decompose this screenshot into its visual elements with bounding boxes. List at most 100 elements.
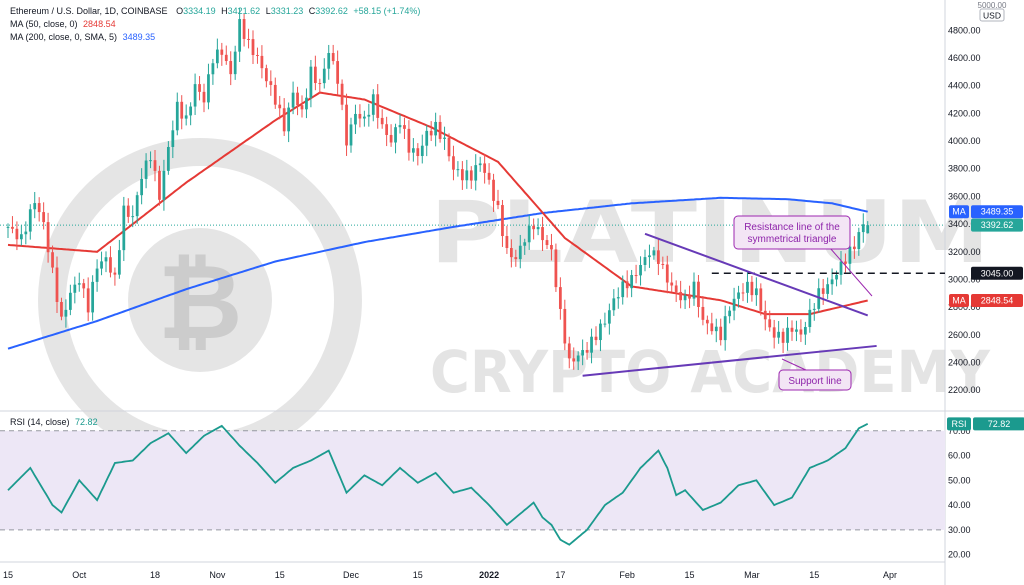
price-axis: 2200.00 2400.00 2600.00 2800.00 3000.00 3200.… bbox=[948, 25, 981, 395]
price-tick-label: 3800.00 bbox=[948, 164, 981, 174]
support-annotation-label: Support line bbox=[788, 376, 842, 387]
candle-body bbox=[331, 53, 335, 62]
candle-body bbox=[189, 106, 193, 116]
price-tick-label: 4200.00 bbox=[948, 108, 981, 118]
price-axis-top-label: 5000.00 bbox=[978, 1, 1007, 10]
candle-body bbox=[153, 160, 157, 171]
candle-body bbox=[844, 261, 847, 264]
candle-body bbox=[411, 148, 415, 153]
candle-body bbox=[719, 326, 723, 341]
watermark: ₿ PLATINUM CRYPTO ACADEMY bbox=[38, 138, 991, 462]
candle-body bbox=[15, 228, 19, 240]
candle-body bbox=[795, 329, 798, 332]
candle-body bbox=[224, 54, 228, 62]
time-tick-label: Feb bbox=[619, 570, 635, 580]
candle-body bbox=[741, 292, 745, 294]
candle-body bbox=[705, 319, 709, 324]
candle-body bbox=[64, 309, 68, 317]
candle-body bbox=[661, 263, 665, 265]
support-annotation[interactable]: Support line bbox=[778, 358, 852, 391]
candle-body bbox=[674, 285, 678, 292]
ohlc-high-key: H bbox=[221, 6, 228, 16]
candle-body bbox=[616, 297, 620, 299]
rsi-badge-value: 72.82 bbox=[988, 419, 1011, 429]
currency-button[interactable] bbox=[979, 8, 1005, 22]
candle-body bbox=[541, 227, 544, 241]
candle-body bbox=[670, 282, 674, 286]
candle-body bbox=[238, 19, 242, 52]
candle-body bbox=[420, 145, 424, 157]
price-tick-label: 3200.00 bbox=[948, 247, 981, 257]
price-tick-label: 3400.00 bbox=[948, 219, 981, 229]
candle-body bbox=[180, 101, 184, 119]
candle-body bbox=[835, 274, 838, 280]
rsi-tick-label: 20.00 bbox=[948, 550, 971, 560]
candle-body bbox=[162, 170, 166, 200]
level-badge-value: 3045.00 bbox=[981, 268, 1014, 278]
candle-body bbox=[576, 355, 580, 362]
candle-body bbox=[754, 288, 758, 296]
candle-body bbox=[104, 257, 108, 262]
candle-body bbox=[799, 329, 803, 335]
candle-body bbox=[77, 283, 81, 285]
candle-body bbox=[215, 49, 219, 64]
candle-body bbox=[505, 236, 509, 248]
resistance-annotation[interactable]: Resistance line of the symmetrical trian… bbox=[733, 215, 873, 297]
candle-body bbox=[340, 83, 344, 105]
candle-body bbox=[697, 281, 700, 307]
rsi-tick-label: 30.00 bbox=[948, 525, 971, 535]
chart-legend: Ethereum / U.S. Dollar, 1D, COINBASE O33… bbox=[10, 6, 420, 427]
candle-body bbox=[572, 358, 576, 362]
candle-body bbox=[639, 264, 642, 276]
candle-body bbox=[327, 53, 331, 69]
candle-body bbox=[376, 94, 380, 118]
candle-body bbox=[220, 49, 224, 55]
price-tick-label: 3000.00 bbox=[948, 274, 981, 284]
rsi-tick-label: 60.00 bbox=[948, 451, 971, 461]
ma200-line bbox=[7, 196, 868, 350]
candle-body bbox=[407, 128, 411, 153]
candle-body bbox=[683, 295, 687, 301]
triangle-resistance-line[interactable] bbox=[644, 232, 869, 317]
price-tick-label: 4600.00 bbox=[948, 53, 981, 63]
candle-body bbox=[394, 127, 397, 143]
candle-body bbox=[349, 124, 353, 146]
rsi-tick-label: 70.00 bbox=[948, 426, 971, 436]
ma200-badge-tag bbox=[949, 205, 969, 219]
rsi-badge-tag bbox=[947, 417, 971, 431]
candle-body bbox=[603, 323, 607, 325]
time-tick-label: 15 bbox=[685, 570, 695, 580]
candle-body bbox=[438, 121, 442, 139]
ma200-label: MA (200, close, 0, SMA, 5) bbox=[10, 32, 117, 42]
last-price-badge-value: 3392.62 bbox=[981, 220, 1014, 230]
candle-body bbox=[857, 232, 861, 250]
candle-body bbox=[389, 134, 393, 143]
rsi-tick-label: 50.00 bbox=[948, 475, 971, 485]
candle-body bbox=[692, 281, 696, 299]
triangle-support-line[interactable] bbox=[582, 344, 877, 377]
candle-body bbox=[322, 68, 326, 84]
ohlc-low-key: L bbox=[266, 6, 271, 16]
ma50-badge-box bbox=[971, 293, 1023, 307]
candle-body bbox=[621, 281, 625, 298]
time-tick-label: Apr bbox=[883, 570, 897, 580]
ohlc-close-value: 3392.62 bbox=[315, 6, 348, 16]
candle-body bbox=[42, 212, 46, 223]
candle-body bbox=[679, 291, 683, 301]
symbol-title: Ethereum / U.S. Dollar, 1D, COINBASE bbox=[10, 6, 168, 16]
ma50-badge-value: 2848.54 bbox=[981, 295, 1014, 305]
ma50-value: 2848.54 bbox=[83, 19, 116, 29]
time-tick-label: Oct bbox=[72, 570, 87, 580]
candle-body bbox=[91, 281, 95, 313]
ohlc-low-value: 3331.23 bbox=[271, 6, 304, 16]
candle-body bbox=[447, 137, 451, 157]
candle-body bbox=[630, 275, 634, 289]
price-tick-label: 2400.00 bbox=[948, 358, 981, 368]
support-annotation-box bbox=[778, 369, 852, 391]
ma200-value: 3489.35 bbox=[123, 32, 156, 42]
watermark-line-2: CRYPTO ACADEMY bbox=[430, 338, 991, 406]
ohlc-close-key: C bbox=[309, 6, 316, 16]
ma50-badge-tag bbox=[949, 293, 969, 307]
resistance-annotation-line-1: Resistance line of the bbox=[744, 222, 840, 233]
